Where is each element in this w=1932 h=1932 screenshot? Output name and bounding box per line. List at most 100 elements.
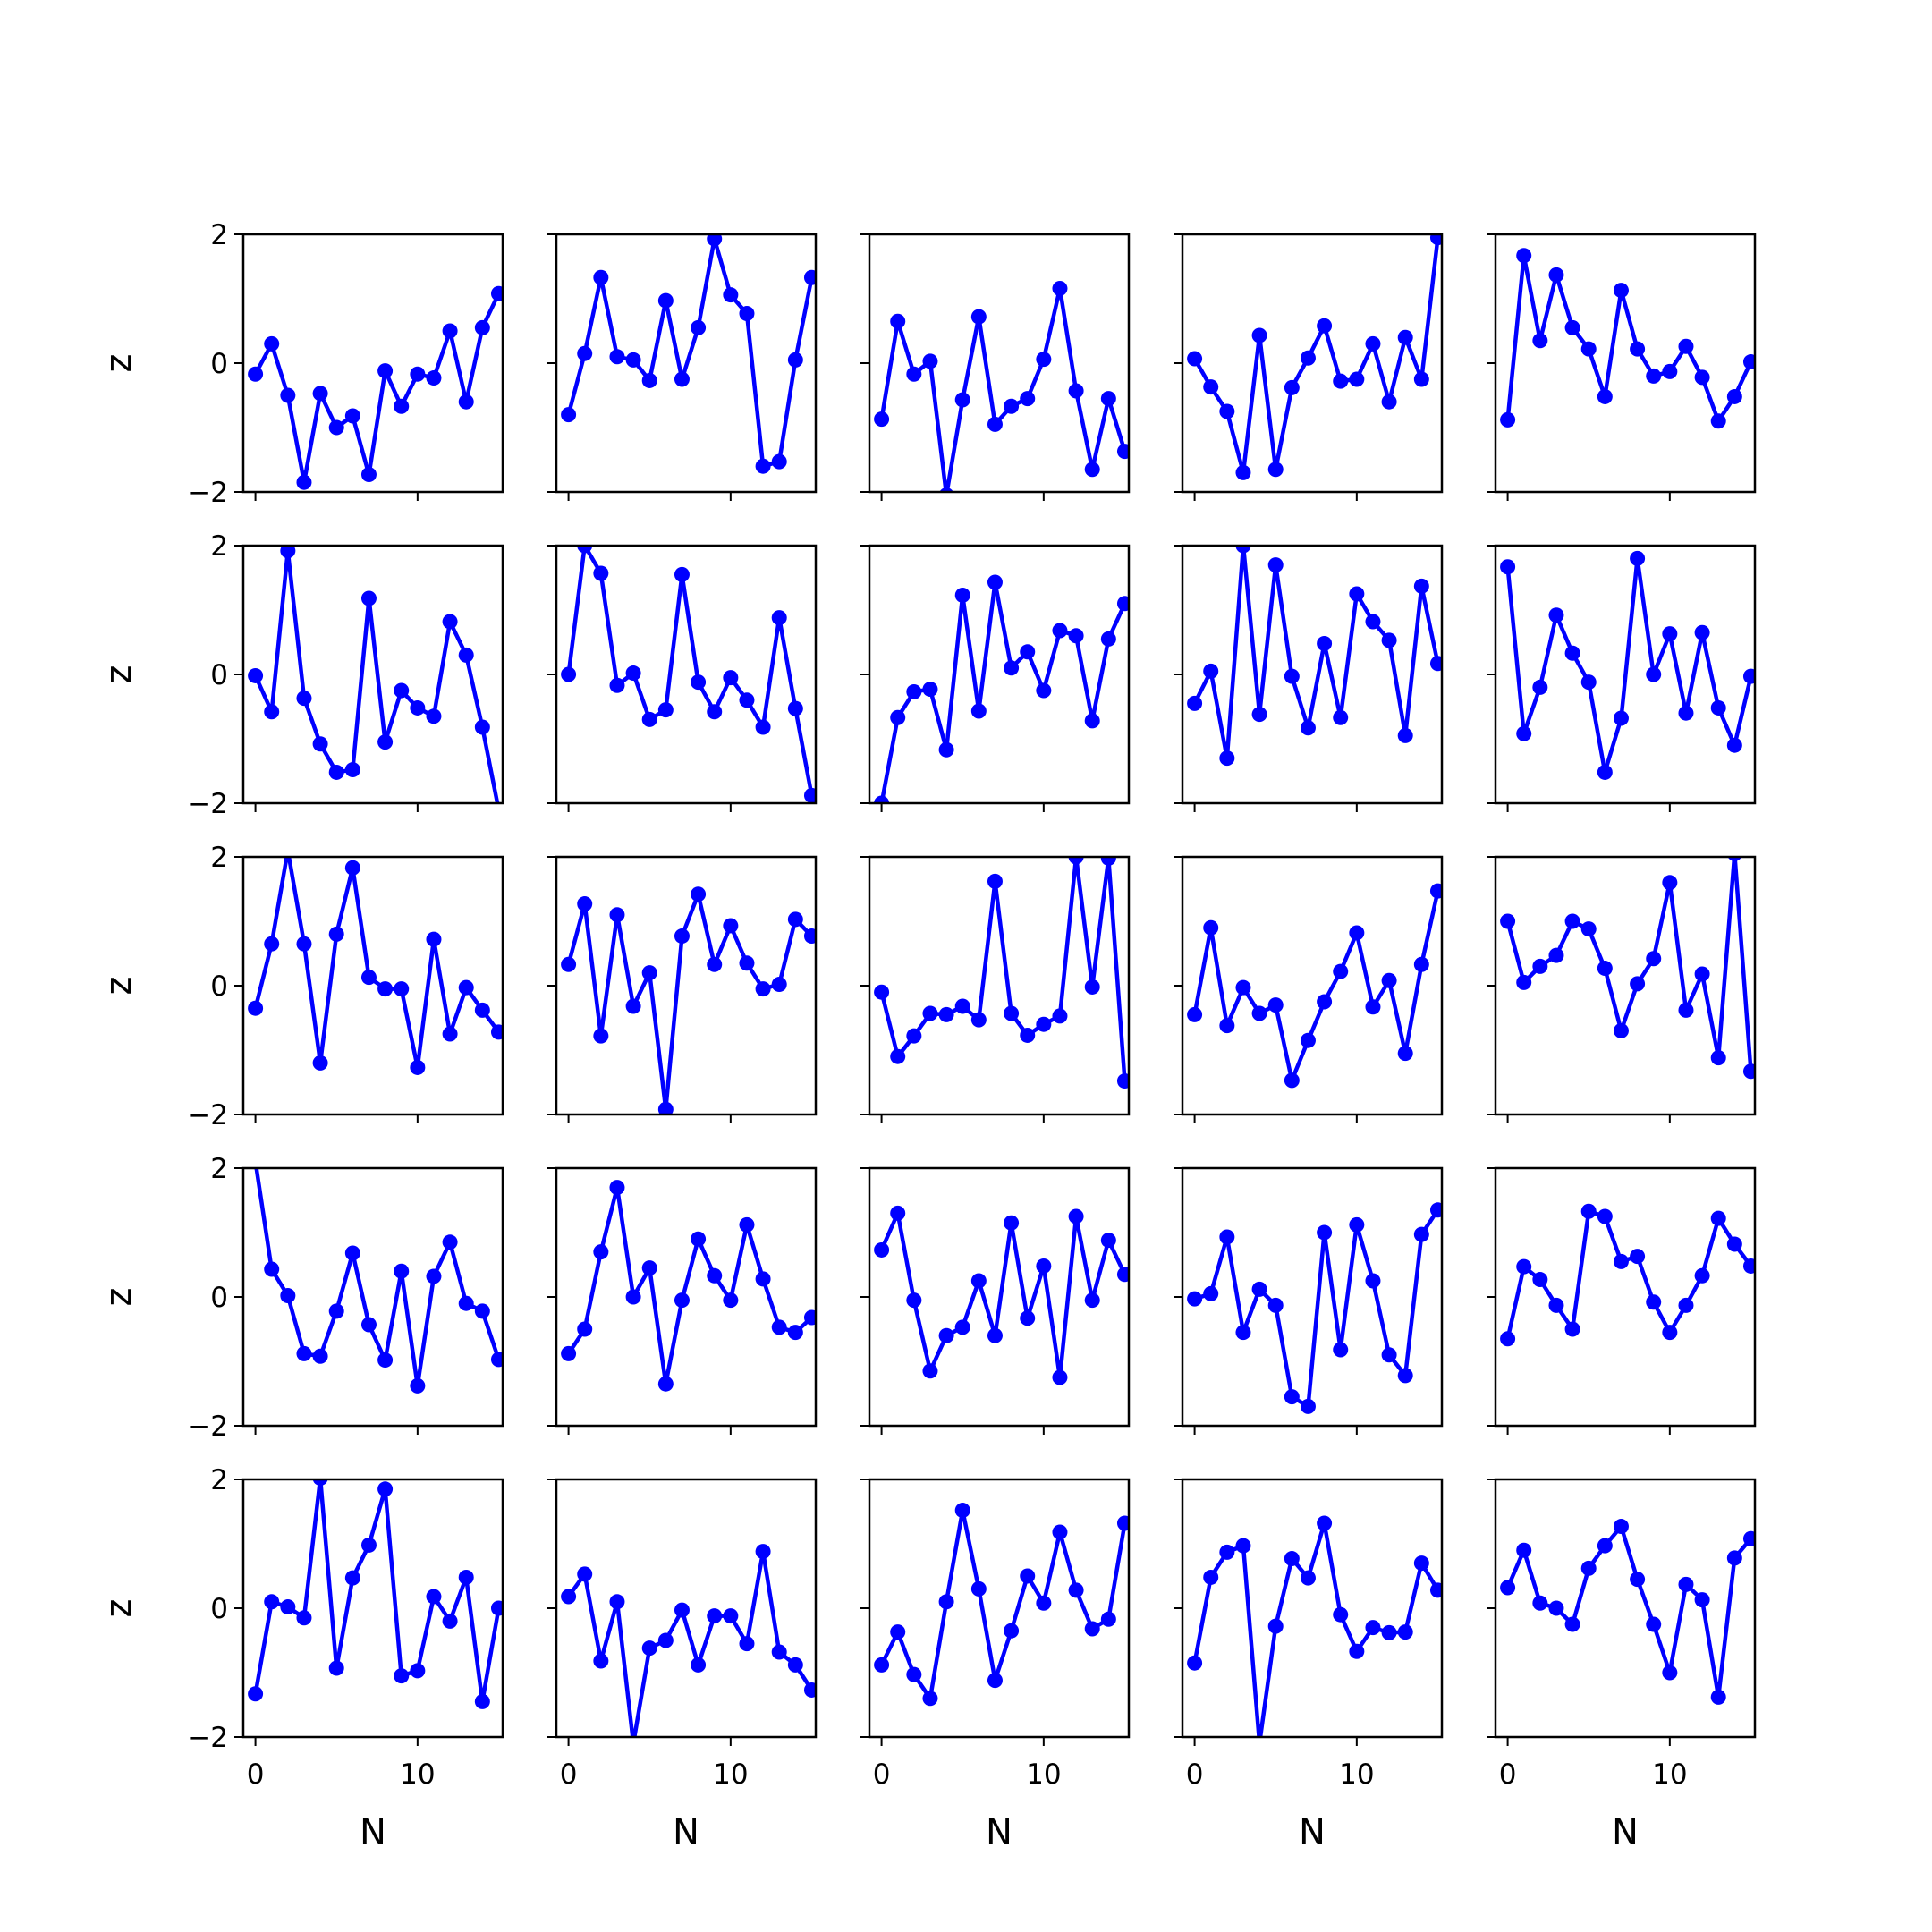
data-point [1613,1022,1629,1038]
data-point [906,1666,922,1682]
data-point [657,1632,674,1648]
data-point [458,647,474,663]
subplot-r1-c1 [547,544,818,812]
subplot-r4-c3: 0 10 N [1174,1478,1444,1853]
subplot-r3-c4 [1487,1166,1757,1435]
data-point [1219,1544,1235,1560]
y-axis-label: z [98,977,140,996]
data-point [1548,947,1564,963]
x-tick-label: 0 [560,1758,578,1791]
data-point [1068,1208,1084,1224]
subplot-r4-c4: 0 10 N [1487,1478,1757,1853]
data-point [987,873,1003,889]
data-point [739,955,755,971]
data-point [723,1292,739,1309]
data-point [1267,462,1284,478]
data-point [787,700,803,716]
series-line [879,580,1127,803]
series-line [566,546,814,796]
data-point [1267,1618,1284,1634]
data-point [1267,557,1284,573]
data-point [723,1608,739,1624]
data-point [803,1309,816,1326]
data-point [657,1376,674,1392]
subplot-r1-c2 [860,544,1131,812]
data-point [264,936,280,952]
data-point [1678,1576,1694,1592]
data-point [691,886,707,902]
data-point [1203,1285,1219,1301]
data-point [1084,462,1100,478]
data-point [1662,363,1678,379]
data-point [410,1377,426,1394]
data-point [1333,1606,1349,1623]
data-point [296,691,312,707]
data-point [1052,1369,1068,1385]
data-point [755,458,771,474]
data-point [377,1481,394,1497]
y-tick-label: −2 [187,1722,228,1754]
data-point [954,392,970,408]
data-point [707,704,723,720]
data-point [1429,656,1442,672]
data-point [490,1600,503,1616]
data-point [1429,1202,1442,1218]
data-point [1365,1273,1381,1289]
data-point [426,931,442,947]
data-point [1727,857,1742,861]
data-point [1004,398,1020,414]
data-point [1630,341,1646,357]
data-point [360,1537,377,1553]
data-layer [1500,857,1755,1080]
data-point [1020,644,1036,660]
data-point [1333,963,1349,979]
data-point [344,1570,360,1586]
series-line [879,1211,1127,1380]
data-point [1564,645,1580,661]
data-point [1036,1595,1052,1611]
data-point [1564,319,1580,335]
data-point [1710,413,1726,429]
subplot-r3-c2 [860,1166,1131,1435]
data-point [1219,403,1235,419]
x-tick-label: 10 [400,1758,435,1791]
data-point [787,911,803,928]
data-point [1580,1560,1597,1576]
data-point [1300,1398,1316,1414]
data-point [987,1327,1003,1343]
data-point [577,345,593,361]
data-point [1187,695,1203,711]
subplot-r2-c4 [1487,855,1757,1123]
data-point [674,1292,690,1309]
data-point [938,1006,954,1022]
data-point [296,1610,312,1626]
data-point [1068,383,1084,399]
data-point [1694,1267,1710,1284]
data-point [954,1503,970,1519]
series-line [879,286,1127,492]
data-layer [1500,1519,1755,1705]
data-point [641,1260,657,1276]
data-point [1613,1519,1629,1535]
data-point [312,1348,328,1364]
data-point [1381,394,1397,410]
data-point [1646,951,1662,967]
data-point [938,1327,954,1343]
data-point [1267,997,1284,1013]
data-point [410,699,426,716]
series-line [1505,1524,1753,1699]
data-point [1630,1249,1646,1265]
data-point [1187,1291,1203,1307]
data-point [280,546,296,559]
data-point [755,1271,771,1287]
data-point [1694,624,1710,640]
data-point [426,1268,442,1284]
data-point [1219,1229,1235,1245]
subplot-r2-c2 [860,855,1131,1123]
data-point [906,1292,922,1309]
subplot-r0-c1 [547,233,818,501]
data-point [625,665,641,682]
subplot-r1-c4 [1487,544,1757,812]
data-point [641,372,657,388]
data-point [1742,1530,1755,1546]
